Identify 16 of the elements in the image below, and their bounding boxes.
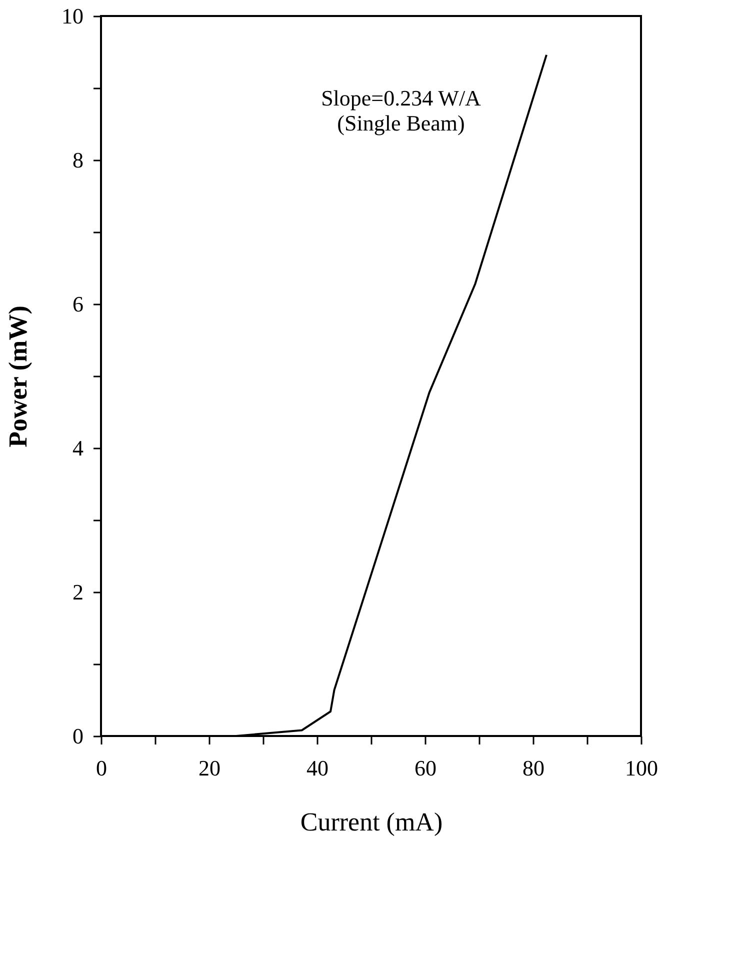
x-axis-title: Current (mA) — [300, 808, 443, 836]
y-tick-label: 8 — [72, 148, 84, 172]
x-tick-label: 20 — [198, 756, 220, 780]
x-tick-label: 60 — [414, 756, 436, 780]
y-axis-title: Power (mW) — [4, 306, 32, 448]
y-tick-label: 2 — [72, 580, 84, 604]
x-tick-label: 40 — [306, 756, 328, 780]
x-tick-label: 80 — [522, 756, 544, 780]
x-tick-label: 100 — [625, 756, 658, 780]
y-tick-label: 4 — [72, 436, 84, 460]
annotation: (Single Beam) — [337, 110, 465, 136]
annotation: Slope=0.234 W/A — [321, 86, 482, 110]
y-tick-label: 0 — [72, 724, 84, 748]
x-tick-label: 0 — [96, 756, 107, 780]
y-tick-label: 10 — [62, 4, 84, 28]
y-tick-label: 6 — [72, 292, 84, 316]
